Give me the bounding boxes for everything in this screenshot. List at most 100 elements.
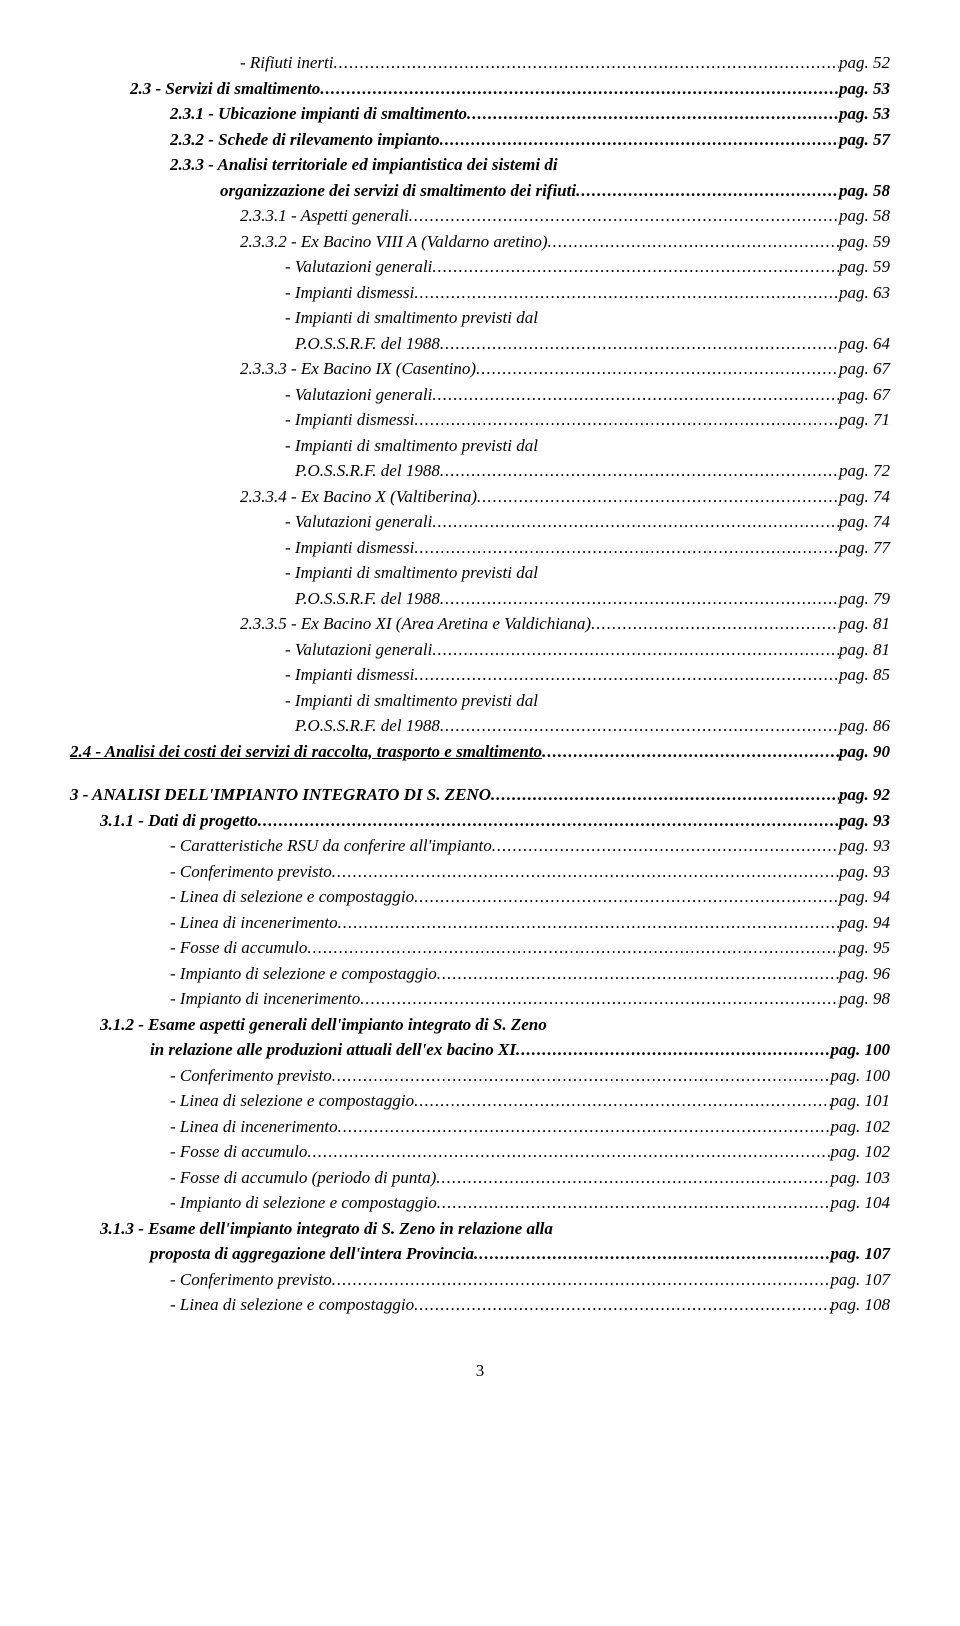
- toc-label: - Conferimento previsto: [170, 1063, 332, 1089]
- toc-leader-dots: [414, 407, 839, 433]
- toc-page-ref: pag. 53: [839, 76, 890, 102]
- toc-page-ref: pag. 93: [839, 859, 890, 885]
- toc-label: P.O.S.S.R.F. del 1988: [295, 713, 440, 739]
- toc-page-ref: pag. 86: [839, 713, 890, 739]
- toc-leader-dots: [334, 50, 840, 76]
- toc-line: - Fosse di accumulo (periodo di punta)pa…: [70, 1165, 890, 1191]
- toc-line: - Linea di selezione e compostaggiopag. …: [70, 1088, 890, 1114]
- toc-page-ref: pag. 81: [839, 637, 890, 663]
- toc-label: - Linea di incenerimento: [170, 1114, 338, 1140]
- toc-page-ref: pag. 79: [839, 586, 890, 612]
- toc-leader-dots: [516, 1037, 830, 1063]
- toc-line: 3.1.2 - Esame aspetti generali dell'impi…: [70, 1012, 890, 1038]
- toc-page-ref: pag. 74: [839, 484, 890, 510]
- toc-label: - Linea di incenerimento: [170, 910, 338, 936]
- toc-page-ref: pag. 98: [839, 986, 890, 1012]
- toc-label: - Impianti di smaltimento previsti dal: [285, 436, 538, 455]
- toc-line: - Linea di selezione e compostaggio pag. …: [70, 884, 890, 910]
- toc-line: 2.3.2 - Schede di rilevamento impiantopa…: [70, 127, 890, 153]
- toc-page-ref: pag. 63: [839, 280, 890, 306]
- toc-page-ref: pag. 94: [839, 910, 890, 936]
- toc-leader-dots: [409, 203, 839, 229]
- toc-leader-dots: [576, 178, 839, 204]
- toc-page-ref: pag. 100: [831, 1037, 891, 1063]
- toc-label: organizzazione dei servizi di smaltiment…: [220, 178, 576, 204]
- toc-line: - Rifiuti inertipag. 52: [70, 50, 890, 76]
- toc-leader-dots: [332, 1063, 831, 1089]
- toc-line: organizzazione dei servizi di smaltiment…: [70, 178, 890, 204]
- toc-page-ref: pag. 64: [839, 331, 890, 357]
- toc-line: - Valutazioni generali pag. 74: [70, 509, 890, 535]
- toc-leader-dots: [414, 662, 839, 688]
- toc-line: - Valutazioni generalipag. 67: [70, 382, 890, 408]
- toc-line: - Fosse di accumulo pag. 102: [70, 1139, 890, 1165]
- toc-label: - Valutazioni generali: [285, 509, 432, 535]
- toc-leader-dots: [432, 254, 839, 280]
- toc-label: P.O.S.S.R.F. del 1988: [295, 586, 440, 612]
- toc-leader-dots: [320, 76, 839, 102]
- toc-label: - Linea di selezione e compostaggio: [170, 1292, 414, 1318]
- toc-line: - Caratteristiche RSU da conferire all'i…: [70, 833, 890, 859]
- toc-leader-dots: [542, 739, 839, 765]
- toc-page-ref: pag. 67: [839, 356, 890, 382]
- toc-leader-dots: [440, 127, 839, 153]
- toc-line: 2.3.3 - Analisi territoriale ed impianti…: [70, 152, 890, 178]
- toc-label: - Impianto di selezione e compostaggio: [170, 961, 437, 987]
- toc-page-ref: pag. 101: [831, 1088, 891, 1114]
- toc-label: 3 - ANALISI DELL'IMPIANTO INTEGRATO DI S…: [70, 782, 491, 808]
- toc-page-ref: pag. 102: [831, 1114, 891, 1140]
- toc-label: 2.3.1 - Ubicazione impianti di smaltimen…: [170, 101, 467, 127]
- toc-line: - Impianto di incenerimentopag. 98: [70, 986, 890, 1012]
- toc-label: - Linea di selezione e compostaggio: [170, 884, 414, 910]
- toc-leader-dots: [474, 1241, 831, 1267]
- toc-label: 2.3.3 - Analisi territoriale ed impianti…: [170, 155, 558, 174]
- toc-label: 2.4 - Analisi dei costi dei servizi di r…: [70, 739, 542, 765]
- toc-label: - Fosse di accumulo: [170, 1139, 307, 1165]
- toc-label: 3.1.2 - Esame aspetti generali dell'impi…: [100, 1015, 547, 1034]
- toc-page-ref: pag. 108: [831, 1292, 891, 1318]
- toc-label: - Valutazioni generali: [285, 382, 432, 408]
- toc-label: P.O.S.S.R.F. del 1988: [295, 458, 440, 484]
- toc-page-ref: pag. 92: [839, 782, 890, 808]
- toc-line: - Impianti dismessipag. 71: [70, 407, 890, 433]
- toc-line: - Valutazioni generali pag. 81: [70, 637, 890, 663]
- toc-line: - Impianti dismessipag. 85: [70, 662, 890, 688]
- toc-leader-dots: [414, 535, 839, 561]
- toc-leader-dots: [432, 637, 839, 663]
- toc-line: P.O.S.S.R.F. del 1988 pag. 64: [70, 331, 890, 357]
- toc-leader-dots: [436, 1165, 830, 1191]
- toc-label: - Valutazioni generali: [285, 637, 432, 663]
- toc-leader-dots: [414, 884, 839, 910]
- toc-leader-dots: [258, 808, 839, 834]
- toc-line: - Impianti dismessipag. 77: [70, 535, 890, 561]
- toc-leader-dots: [307, 1139, 830, 1165]
- toc-page-ref: pag. 94: [839, 884, 890, 910]
- toc-label: - Caratteristiche RSU da conferire all'i…: [170, 833, 492, 859]
- toc-label: - Impianti di smaltimento previsti dal: [285, 691, 538, 710]
- toc-label: - Fosse di accumulo: [170, 935, 307, 961]
- toc-label: 2.3.3.4 - Ex Bacino X (Valtiberina): [240, 484, 477, 510]
- toc-line: - Impianti di smaltimento previsti dal: [70, 433, 890, 459]
- toc-page-ref: pag. 102: [831, 1139, 891, 1165]
- toc-page-ref: pag. 74: [839, 509, 890, 535]
- toc-label: - Conferimento previsto: [170, 859, 332, 885]
- toc-page-ref: pag. 95: [839, 935, 890, 961]
- toc-line: P.O.S.S.R.F. del 1988 pag. 79: [70, 586, 890, 612]
- toc-label: - Impianti di smaltimento previsti dal: [285, 308, 538, 327]
- toc-page-ref: pag. 53: [839, 101, 890, 127]
- toc-line: - Impianti dismessi pag. 63: [70, 280, 890, 306]
- toc-line: - Impianti di smaltimento previsti dal: [70, 688, 890, 714]
- toc-leader-dots: [307, 935, 839, 961]
- toc-label: 2.3.3.2 - Ex Bacino VIII A (Valdarno are…: [240, 229, 548, 255]
- toc-line: 2.3.1 - Ubicazione impianti di smaltimen…: [70, 101, 890, 127]
- toc-label: 2.3.2 - Schede di rilevamento impianto: [170, 127, 440, 153]
- toc-label: - Impianti dismessi: [285, 280, 414, 306]
- toc-line: - Linea di incenerimento pag. 94: [70, 910, 890, 936]
- toc-label: P.O.S.S.R.F. del 1988: [295, 331, 440, 357]
- toc-line: P.O.S.S.R.F. del 1988 pag. 86: [70, 713, 890, 739]
- toc-label: - Fosse di accumulo (periodo di punta): [170, 1165, 436, 1191]
- toc-line: - Impianto di selezione e compostaggiopa…: [70, 961, 890, 987]
- toc-page-ref: pag. 85: [839, 662, 890, 688]
- toc-label: in relazione alle produzioni attuali del…: [150, 1037, 516, 1063]
- toc-leader-dots: [432, 509, 839, 535]
